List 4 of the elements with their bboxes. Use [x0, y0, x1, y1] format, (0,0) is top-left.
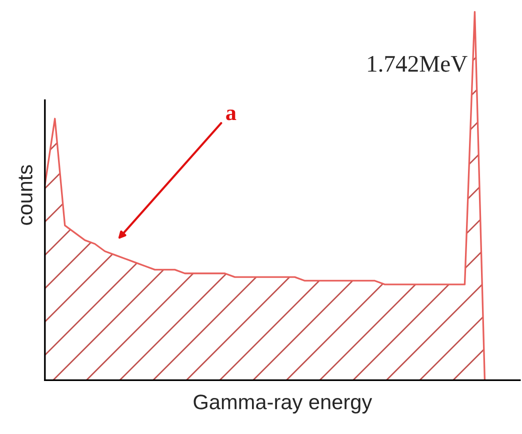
- x-axis-title: Gamma-ray energy: [194, 394, 372, 414]
- annotation: 1.742MeV: [368, 56, 468, 72]
- annotation: a: [226, 110, 236, 120]
- y-axis-title: counts: [18, 165, 32, 225]
